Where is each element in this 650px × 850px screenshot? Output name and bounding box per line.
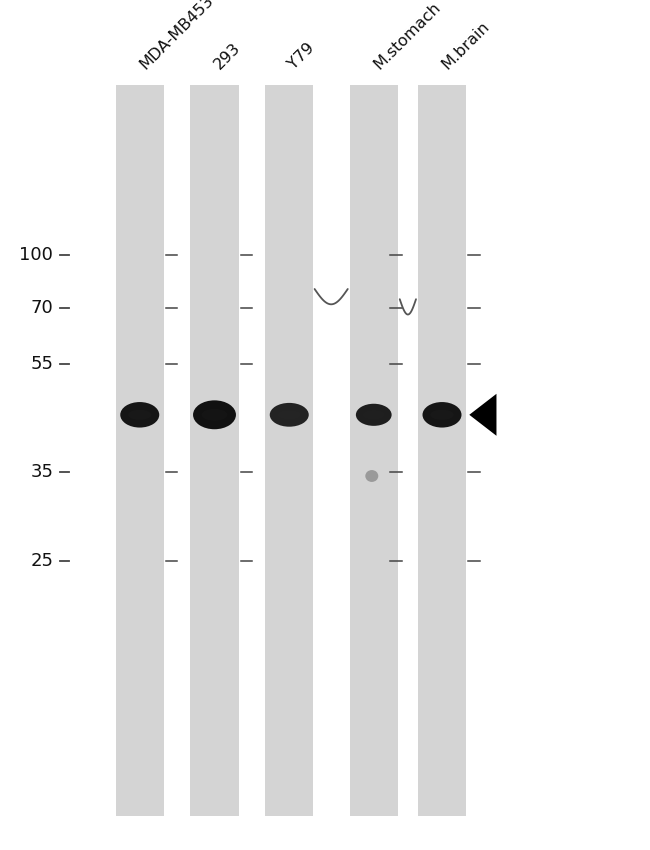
Bar: [350, 85, 398, 816]
Ellipse shape: [202, 409, 228, 421]
Text: 55: 55: [31, 354, 53, 373]
Ellipse shape: [270, 403, 309, 427]
Text: 293: 293: [211, 40, 243, 72]
Text: 70: 70: [31, 298, 53, 317]
Polygon shape: [469, 394, 497, 436]
Ellipse shape: [363, 411, 384, 419]
Ellipse shape: [365, 470, 378, 482]
Bar: [418, 85, 466, 816]
Ellipse shape: [128, 410, 151, 420]
Ellipse shape: [278, 410, 301, 420]
Text: M.stomach: M.stomach: [370, 0, 443, 72]
Bar: [116, 85, 164, 816]
Text: Y79: Y79: [286, 41, 318, 72]
Text: M.brain: M.brain: [439, 19, 492, 72]
Text: 25: 25: [31, 552, 53, 570]
Text: MDA-MB453: MDA-MB453: [136, 0, 216, 72]
Ellipse shape: [193, 400, 236, 429]
Bar: [265, 85, 313, 816]
Ellipse shape: [430, 410, 454, 420]
Ellipse shape: [120, 402, 159, 428]
Text: 35: 35: [31, 462, 53, 481]
Bar: [190, 85, 239, 816]
Ellipse shape: [356, 404, 391, 426]
Ellipse shape: [422, 402, 461, 428]
Text: 100: 100: [20, 246, 53, 264]
